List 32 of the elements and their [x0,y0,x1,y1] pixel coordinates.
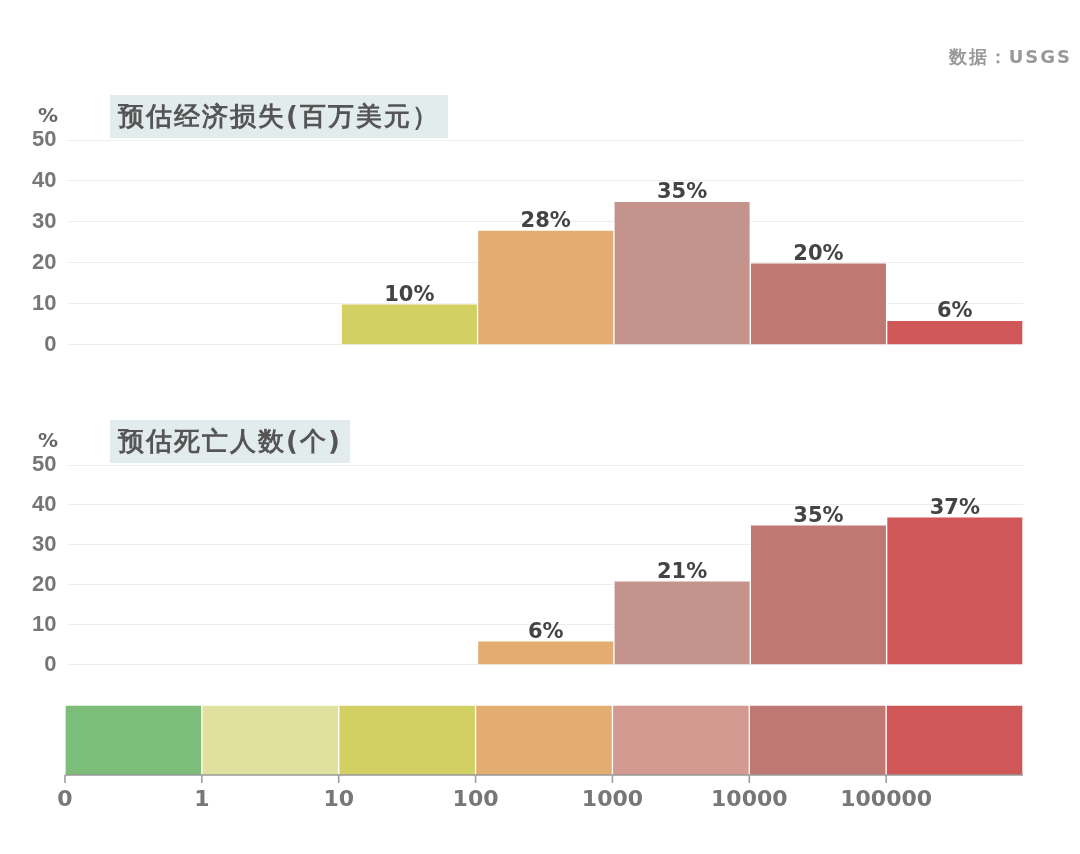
text: 数据：USGS [948,45,1072,69]
data-label: 37% [929,494,980,519]
text: 1000 [581,785,644,811]
data-label: 35% [656,179,708,204]
text: 10 [323,785,355,811]
y-tick-label: 0 [44,650,57,676]
data-label: 10% [384,281,435,306]
y-tick-label: 40 [31,167,57,193]
y-tick-label: 40 [31,491,57,517]
y-tick-label: 0 [44,330,57,356]
y-axis-title: % [38,103,59,127]
y-tick-label: 30 [31,530,57,556]
chart-title: 预估经济损失(百万美元） [110,95,448,138]
chart-title: 预估死亡人数(个) [110,420,350,463]
text: 100000 [840,785,933,811]
y-tick-label: 20 [31,570,57,596]
data-label: 20% [793,240,844,265]
data-label: 35% [793,502,844,527]
data-label: 21% [656,558,708,583]
y-tick-label: 10 [31,610,57,636]
y-tick-label: 20 [31,248,57,274]
y-tick-label: 10 [31,289,57,315]
y-tick-label: 50 [31,126,57,152]
data-label: 6% [936,298,973,323]
y-axis-title: % [38,428,59,452]
data-label: 6% [527,618,564,643]
data-label: 28% [520,208,571,233]
y-tick-label: 50 [31,451,57,477]
text: 100 [452,785,499,811]
y-tick-label: 30 [31,207,57,233]
text: 10000 [711,785,788,811]
text: 1 [194,785,210,811]
